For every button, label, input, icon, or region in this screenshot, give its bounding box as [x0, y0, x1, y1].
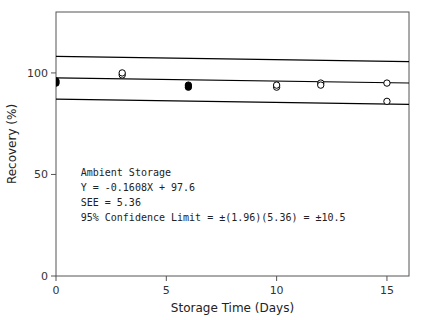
point — [318, 82, 324, 88]
annotation: Ambient Storage Y = -0.1608X + 97.6 SEE = … — [81, 167, 346, 223]
y-tick-label: 0 — [41, 270, 48, 283]
y-tick-label: 100 — [27, 67, 48, 80]
y-tick — [51, 276, 56, 277]
annotation-line: 95% Confidence Limit = ±(1.96)(5.36) = ±… — [81, 212, 346, 223]
x-tick — [166, 276, 167, 281]
y-tick — [51, 174, 56, 175]
data-area — [56, 56, 409, 104]
x-tick-label: 10 — [270, 284, 284, 297]
annotation-line: Y = -0.1608X + 97.6 — [81, 182, 195, 193]
x-tick — [276, 276, 277, 281]
plot-frame — [56, 12, 409, 276]
x-tick-label: 15 — [380, 284, 394, 297]
x-tick — [56, 276, 57, 281]
line — [56, 99, 409, 104]
x-axis-label: Storage Time (Days) — [171, 301, 294, 315]
point — [185, 84, 191, 90]
y-axis-label: Recovery (%) — [5, 104, 19, 184]
annotation-line: SEE = 5.36 — [81, 197, 141, 208]
x-tick-label: 0 — [53, 284, 60, 297]
point — [384, 80, 390, 86]
point — [119, 70, 125, 76]
chart: 0 5 10 15 0 50 100 Storage Time (Days) Recovery … — [0, 0, 423, 320]
annotation-line: Ambient Storage — [81, 167, 171, 178]
point — [273, 82, 279, 88]
line — [56, 78, 409, 83]
line — [56, 56, 409, 61]
x-tick-label: 5 — [163, 284, 170, 297]
point — [56, 80, 59, 86]
point — [384, 98, 390, 104]
y-tick — [51, 72, 56, 73]
y-tick-label: 50 — [34, 168, 48, 181]
x-tick — [386, 276, 387, 281]
